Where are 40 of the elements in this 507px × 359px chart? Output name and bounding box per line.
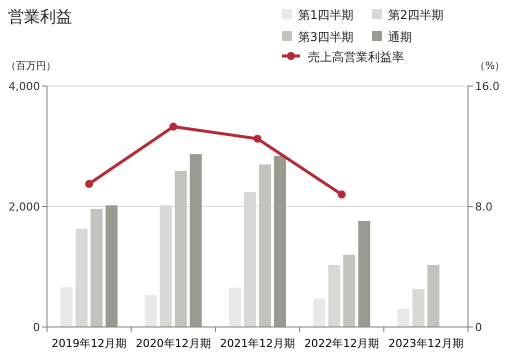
legend-label: 通期 [388, 30, 412, 44]
y2-tick-label: 0 [475, 321, 482, 334]
bar [427, 264, 440, 327]
y-tick-label: 2,000 [8, 200, 40, 214]
point [85, 180, 94, 188]
bar [144, 295, 157, 327]
bar [397, 308, 410, 327]
legend-label: 第2四半期 [388, 8, 444, 22]
chart-title: 営業利益 [8, 7, 72, 26]
bar [229, 288, 241, 327]
x-tick-label: 2020年12月期 [136, 337, 211, 350]
bar [174, 170, 187, 327]
point [338, 190, 346, 198]
bar [358, 220, 370, 327]
bar [190, 154, 202, 327]
point [169, 122, 178, 131]
bar [313, 298, 326, 327]
bar [90, 208, 103, 327]
bar [412, 289, 424, 327]
y-tick-label: 4,000 [8, 80, 40, 93]
y-tick-label: 0 [33, 321, 40, 334]
y2-axis-title: （%） [475, 61, 505, 72]
bar [106, 205, 118, 327]
bar [328, 264, 340, 327]
bar [60, 287, 73, 327]
x-tick-label: 2023年12月期 [388, 337, 464, 350]
bar [274, 156, 286, 327]
y2-tick-label: 16.0 [475, 80, 500, 93]
legend-label: 第1四半期 [298, 8, 354, 22]
y-axis-title: （百万円） [6, 61, 56, 72]
bar [76, 228, 88, 327]
x-tick-label: 2021年12月期 [220, 337, 295, 350]
x-tick-label: 2019年12月期 [52, 337, 127, 350]
point [254, 134, 262, 143]
bar [259, 164, 271, 327]
legend-label: 第3四半期 [298, 30, 354, 44]
x-tick-label: 2022年12月期 [304, 337, 380, 350]
bar [343, 254, 356, 327]
legend-label: 売上高営業利益率 [308, 50, 404, 64]
y2-tick-label: 8.0 [475, 200, 492, 214]
